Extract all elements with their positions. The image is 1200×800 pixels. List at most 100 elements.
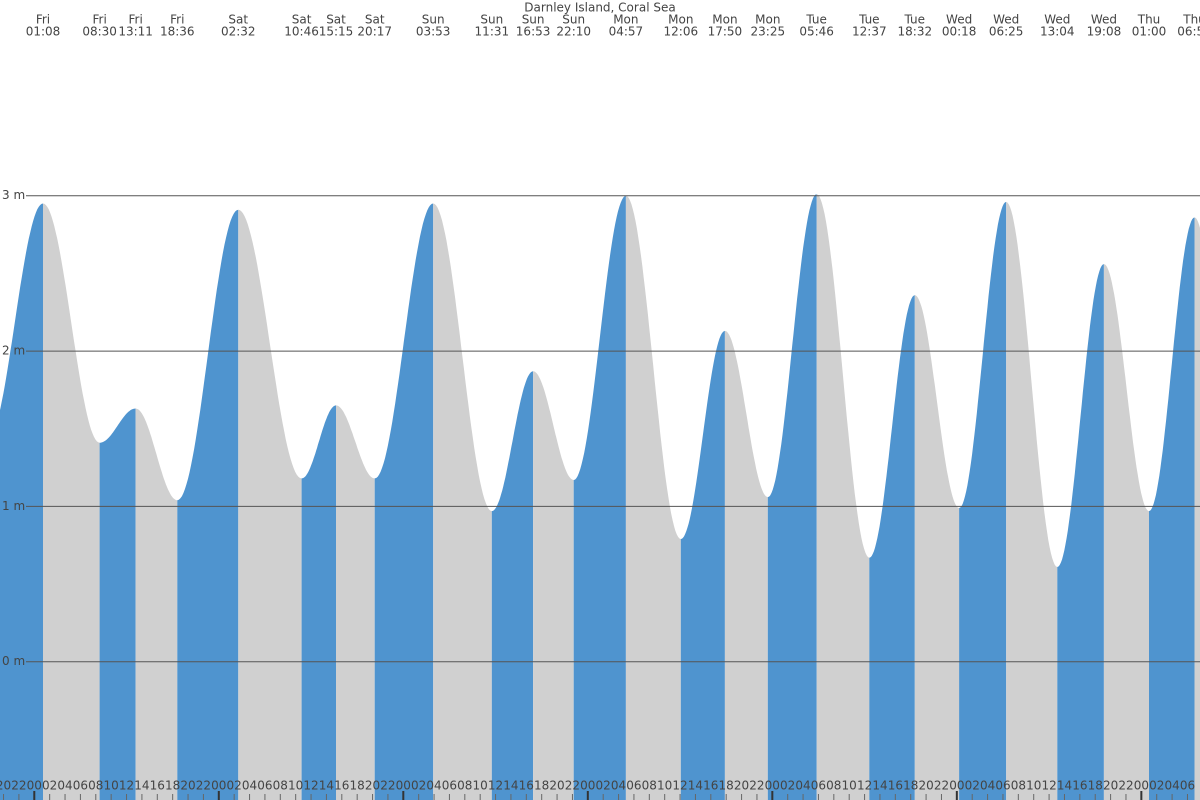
x-tick-label: 18: [534, 779, 549, 793]
extreme-day: Sun: [480, 13, 503, 27]
extreme-time: 23:25: [751, 25, 786, 39]
x-tick-label: 22: [934, 779, 949, 793]
tide-segment: [135, 408, 178, 800]
x-tick-label: 18: [350, 779, 365, 793]
tide-segment: [99, 408, 136, 800]
y-tick-label: 0 m: [2, 654, 25, 668]
x-tick-label: 18: [903, 779, 918, 793]
x-tick-label: 04: [57, 779, 72, 793]
x-tick-label: 00: [211, 779, 226, 793]
x-tick-label: 22: [1118, 779, 1133, 793]
tide-segment: [374, 203, 434, 800]
x-tick-label: 00: [949, 779, 964, 793]
tide-segment: [573, 195, 626, 800]
x-tick-label: 04: [980, 779, 995, 793]
extreme-day: Fri: [170, 13, 184, 27]
tide-segment: [680, 330, 725, 800]
extreme-time: 11:31: [475, 25, 510, 39]
chart-title: Darnley Island, Coral Sea: [524, 1, 675, 15]
x-tick-label: 10: [657, 779, 672, 793]
x-tick-label: 06: [811, 779, 826, 793]
tide-segment: [914, 295, 960, 800]
tide-segment: [767, 194, 817, 800]
extreme-day: Tue: [904, 13, 926, 27]
x-tick-label: 14: [503, 779, 518, 793]
extreme-day: Mon: [712, 13, 737, 27]
x-tick-label: 18: [1088, 779, 1103, 793]
extreme-day: Sat: [292, 13, 312, 27]
x-tick-label: 06: [73, 779, 88, 793]
x-tick-label: 00: [765, 779, 780, 793]
x-tick-label: 22: [11, 779, 26, 793]
extreme-time: 15:15: [319, 25, 354, 39]
extreme-day: Wed: [1091, 13, 1117, 27]
extreme-day: Wed: [993, 13, 1019, 27]
x-tick-label: 02: [1149, 779, 1164, 793]
x-tick-label: 14: [872, 779, 887, 793]
extreme-time: 16:53: [516, 25, 551, 39]
tide-segment: [491, 371, 534, 800]
x-tick-label: 12: [857, 779, 872, 793]
tide-segment: [301, 405, 336, 800]
y-tick-label: 2 m: [2, 344, 25, 358]
x-tick-label: 10: [842, 779, 857, 793]
tide-segment: [1194, 217, 1200, 800]
extreme-time: 01:00: [1132, 25, 1167, 39]
extreme-time: 12:06: [664, 25, 699, 39]
x-tick-label: 08: [826, 779, 841, 793]
x-tick-label: 18: [719, 779, 734, 793]
extreme-day: Sat: [326, 13, 346, 27]
extreme-time: 13:04: [1040, 25, 1075, 39]
x-tick-label: 14: [1057, 779, 1072, 793]
x-tick-label: 12: [303, 779, 318, 793]
x-tick-label: 02: [411, 779, 426, 793]
extreme-day: Thu: [1182, 13, 1200, 27]
extreme-day: Sun: [562, 13, 585, 27]
extreme-day: Wed: [946, 13, 972, 27]
tide-segment: [238, 209, 302, 800]
tide-segment: [533, 371, 574, 800]
x-tick-label: 02: [227, 779, 242, 793]
x-tick-label: 20: [1103, 779, 1118, 793]
tide-segment: [0, 203, 43, 800]
x-tick-label: 16: [703, 779, 718, 793]
x-tick-label: 00: [580, 779, 595, 793]
y-tick-label: 1 m: [2, 499, 25, 513]
x-tick-label: 10: [473, 779, 488, 793]
x-tick-label: 00: [1134, 779, 1149, 793]
x-tick-label: 08: [457, 779, 472, 793]
x-tick-label: 00: [27, 779, 42, 793]
tide-segment: [869, 295, 915, 800]
x-tick-label: 20: [0, 779, 11, 793]
tide-segment: [336, 405, 375, 800]
extreme-time: 01:08: [26, 25, 61, 39]
y-tick-label: 3 m: [2, 188, 25, 202]
x-tick-label: 02: [596, 779, 611, 793]
extreme-time: 19:08: [1087, 25, 1122, 39]
extreme-day: Sat: [365, 13, 385, 27]
tide-segment: [177, 209, 239, 800]
extreme-time: 18:36: [160, 25, 195, 39]
tide-segment: [43, 203, 100, 800]
x-tick-label: 20: [734, 779, 749, 793]
extreme-time: 20:17: [357, 25, 392, 39]
x-tick-label: 20: [549, 779, 564, 793]
x-tick-label: 16: [150, 779, 165, 793]
tide-segment: [1006, 201, 1058, 800]
x-tick-label: 12: [672, 779, 687, 793]
x-tick-label: 14: [688, 779, 703, 793]
extreme-day: Tue: [858, 13, 880, 27]
x-tick-label: 22: [749, 779, 764, 793]
x-tick-label: 22: [380, 779, 395, 793]
extreme-time: 06:55: [1177, 25, 1200, 39]
extreme-time: 08:30: [82, 25, 117, 39]
x-tick-label: 06: [257, 779, 272, 793]
x-tick-label: 06: [995, 779, 1010, 793]
x-tick-label: 08: [88, 779, 103, 793]
x-tick-label: 06: [626, 779, 641, 793]
x-tick-label: 06: [442, 779, 457, 793]
x-tick-label: 02: [965, 779, 980, 793]
x-tick-label: 10: [288, 779, 303, 793]
x-tick-label: 22: [565, 779, 580, 793]
